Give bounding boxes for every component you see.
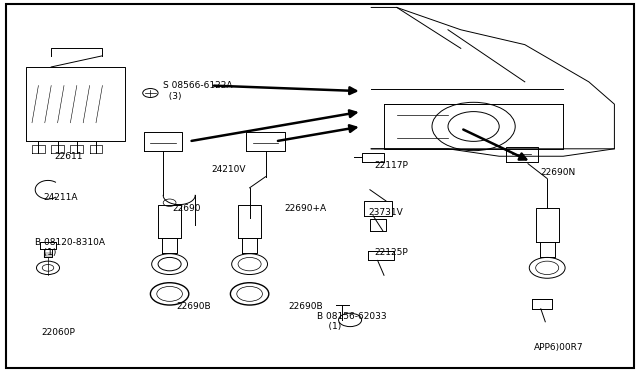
Text: 22125P: 22125P — [374, 248, 408, 257]
Text: B 08156-62033
    (1): B 08156-62033 (1) — [317, 312, 387, 331]
Text: 24211A: 24211A — [44, 193, 78, 202]
Text: APP6)00R7: APP6)00R7 — [534, 343, 584, 352]
Text: 22060P: 22060P — [42, 328, 76, 337]
Text: 22690N: 22690N — [541, 169, 576, 177]
Text: 22690B: 22690B — [288, 302, 323, 311]
Text: 22117P: 22117P — [374, 161, 408, 170]
Text: 22611: 22611 — [54, 152, 83, 161]
Text: 24210V: 24210V — [211, 165, 246, 174]
Text: 23731V: 23731V — [368, 208, 403, 217]
Text: 22690: 22690 — [173, 204, 202, 213]
Text: S 08566-6122A
  (3): S 08566-6122A (3) — [163, 81, 233, 101]
Text: 22690+A: 22690+A — [285, 204, 327, 213]
Text: B 08120-8310A
   (1): B 08120-8310A (1) — [35, 238, 105, 257]
Text: 22690B: 22690B — [176, 302, 211, 311]
